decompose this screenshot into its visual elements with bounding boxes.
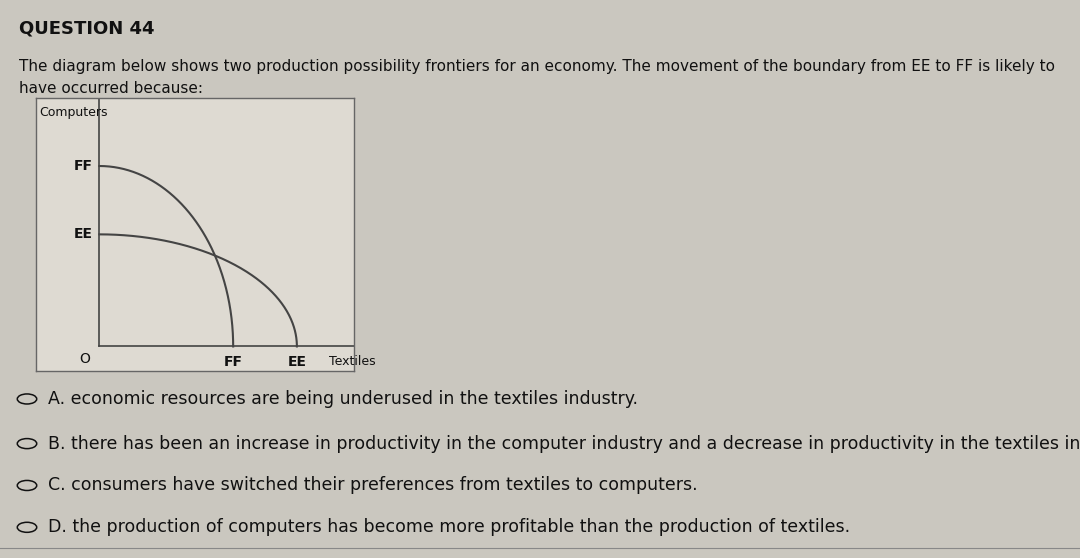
Text: D. the production of computers has become more profitable than the production of: D. the production of computers has becom… [48, 518, 850, 536]
Text: EE: EE [75, 227, 93, 242]
Text: Textiles: Textiles [328, 355, 376, 368]
Text: FF: FF [224, 355, 243, 369]
Text: O: O [79, 352, 90, 366]
Text: C. consumers have switched their preferences from textiles to computers.: C. consumers have switched their prefere… [48, 477, 698, 494]
Text: B. there has been an increase in productivity in the computer industry and a dec: B. there has been an increase in product… [48, 435, 1080, 453]
Text: Computers: Computers [39, 106, 107, 119]
Text: EE: EE [287, 355, 307, 369]
Text: The diagram below shows two production possibility frontiers for an economy. The: The diagram below shows two production p… [19, 59, 1055, 74]
Text: have occurred because:: have occurred because: [19, 81, 203, 96]
Text: QUESTION 44: QUESTION 44 [19, 20, 154, 37]
Text: FF: FF [75, 159, 93, 173]
Text: A. economic resources are being underused in the textiles industry.: A. economic resources are being underuse… [48, 390, 637, 408]
